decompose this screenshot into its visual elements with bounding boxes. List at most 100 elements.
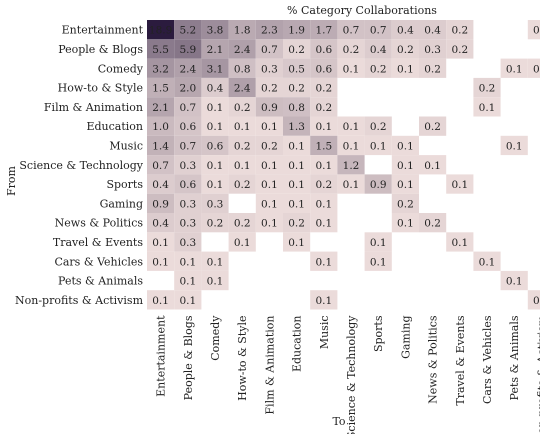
heatmap-cell	[174, 270, 202, 291]
column-tick-label: Gaming	[399, 316, 412, 359]
cell-value-label: 0.1	[152, 295, 169, 307]
cell-value-label: 1.4	[152, 140, 169, 152]
heatmap-cell	[337, 39, 365, 59]
column-tick-label: Education	[291, 316, 304, 373]
heatmap-cell	[228, 97, 256, 117]
cell-value-label: 0.3	[424, 44, 441, 56]
chart-title: % Category Collaborations	[287, 4, 437, 17]
cell-value-label: 0.4	[207, 83, 224, 95]
heatmap-cell	[364, 232, 392, 252]
heatmap-cell	[473, 251, 501, 271]
cell-value-label: 0.6	[315, 44, 332, 56]
cell-value-label: 0.1	[343, 140, 360, 152]
cell-value-label: 0.7	[152, 160, 169, 172]
heatmap-cell	[174, 135, 202, 156]
heatmap-cell	[255, 174, 283, 194]
cell-value-label: 0.3	[179, 198, 196, 210]
heatmap-cell	[255, 77, 283, 98]
heatmap-cell	[174, 77, 202, 98]
row-tick-label: Sports	[106, 178, 143, 191]
cell-value-label: 0.1	[207, 179, 224, 191]
cell-value-label: 0.1	[207, 121, 224, 133]
cell-value-label: 0.1	[261, 160, 278, 172]
heatmap-cell	[147, 232, 175, 252]
heatmap-cell	[147, 77, 175, 98]
heatmap-cell	[337, 174, 365, 194]
cell-value-label: 0.2	[234, 218, 251, 230]
cell-value-label: 0.1	[179, 276, 196, 288]
heatmap-cell	[337, 116, 365, 136]
heatmap-cell	[174, 251, 202, 271]
cell-value-label: 0.4	[152, 218, 169, 230]
cell-value-label: 0.3	[179, 218, 196, 230]
cell-value-label: 3.1	[207, 63, 224, 75]
heatmap-cell	[500, 58, 528, 78]
cell-value-label: 0.3	[261, 63, 278, 75]
cell-value-label: 0.2	[424, 121, 441, 133]
heatmap-cell	[201, 39, 229, 59]
heatmap-cell	[527, 58, 540, 78]
heatmap-cell	[391, 193, 419, 213]
heatmap-cell	[283, 58, 311, 78]
cell-value-label: 0.2	[397, 198, 414, 210]
cell-value-label: 0.1	[179, 295, 196, 307]
heatmap-cell	[310, 39, 338, 59]
heatmap-cell	[446, 20, 474, 40]
cell-value-label: 0.1	[315, 198, 332, 210]
cell-value-label: 0.1	[343, 121, 360, 133]
heatmap-cell	[364, 20, 392, 40]
cell-value-label: 0.2	[479, 83, 496, 95]
heatmap-cell	[283, 77, 311, 98]
cell-value-label: 0.1	[234, 121, 251, 133]
heatmap-cell	[228, 116, 256, 136]
column-tick-label: How-to & Style	[236, 316, 249, 401]
heatmap-cell	[201, 135, 229, 156]
column-tick-label: Comedy	[209, 315, 222, 361]
row-tick-label: Science & Technology	[19, 159, 143, 172]
heatmap-cell	[337, 20, 365, 40]
heatmap-cell	[310, 77, 338, 98]
cell-value-label: 0.1	[261, 121, 278, 133]
cell-value-label: 3.2	[152, 63, 169, 75]
heatmap-cell	[201, 77, 229, 98]
y-axis-label: From	[5, 165, 18, 196]
cell-value-label: 0.2	[451, 44, 468, 56]
heatmap-cell	[419, 58, 447, 78]
heatmap-cell	[446, 174, 474, 194]
cell-value-label: 0.2	[451, 25, 468, 37]
heatmap-cell	[391, 20, 419, 40]
heatmap-cell	[228, 77, 256, 98]
heatmap-cell	[201, 97, 229, 117]
heatmap-cell	[419, 155, 447, 175]
cell-value-label: 1.5	[152, 83, 169, 95]
cell-value-label: 0.2	[261, 140, 278, 152]
cell-value-label: 0.1	[207, 276, 224, 288]
heatmap-cell	[310, 155, 338, 175]
heatmap-cell	[310, 20, 338, 40]
heatmap-cell	[255, 39, 283, 59]
heatmap-cell	[310, 135, 338, 156]
heatmap-cell	[310, 174, 338, 194]
cell-value-label: 0.1	[397, 218, 414, 230]
cell-value-label: 0.1	[315, 121, 332, 133]
cell-value-label: 2.4	[234, 83, 251, 95]
heatmap-cell	[201, 155, 229, 175]
cell-value-label: 0.4	[397, 25, 414, 37]
heatmap-cell	[147, 155, 175, 175]
heatmap-cell	[228, 174, 256, 194]
cell-value-label: 5.9	[179, 44, 196, 56]
cell-value-label: 0.6	[179, 121, 196, 133]
cell-value-label: 0.2	[397, 44, 414, 56]
heatmap-cell	[201, 20, 229, 40]
cell-value-label: 0.1	[152, 237, 169, 249]
cell-value-label: 0.6	[315, 63, 332, 75]
heatmap-cell	[391, 58, 419, 78]
cell-value-label: 0.1	[397, 160, 414, 172]
row-tick-label: News & Politics	[55, 217, 144, 230]
heatmap-cell	[174, 39, 202, 59]
cell-value-label: 0.8	[234, 63, 251, 75]
row-tick-label: Music	[109, 139, 143, 152]
heatmap-cell	[391, 135, 419, 156]
cell-value-label: 0.7	[370, 25, 387, 37]
row-tick-label: Gaming	[100, 197, 143, 210]
